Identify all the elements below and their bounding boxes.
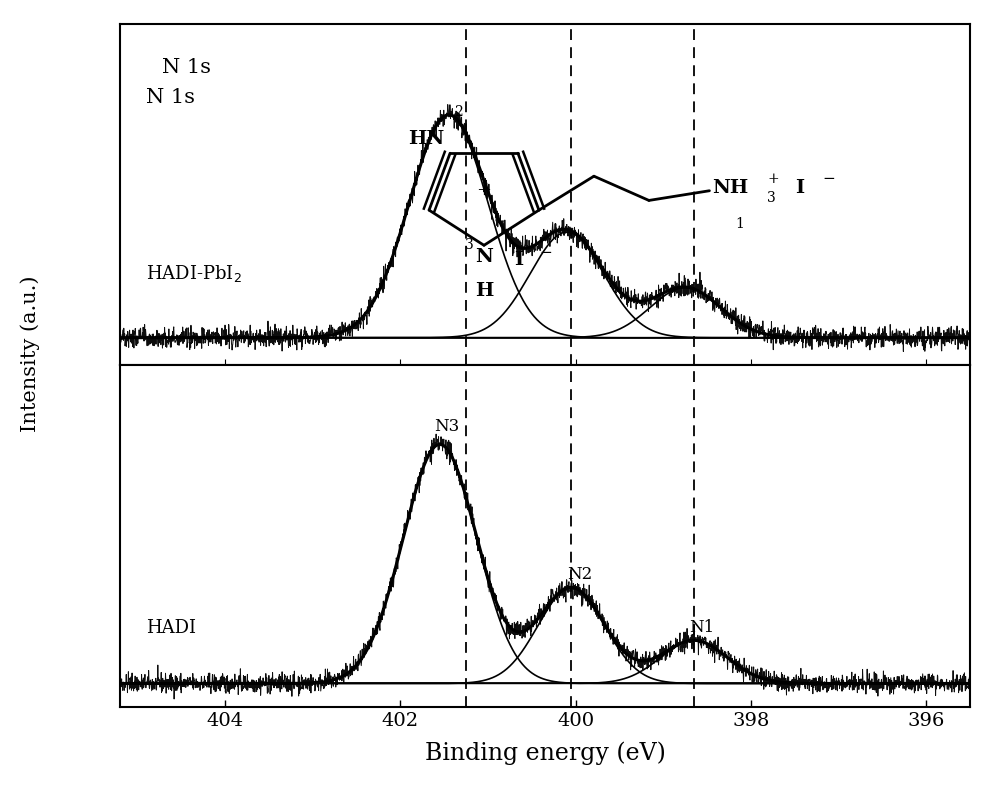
Text: HADI-PbI$_2$: HADI-PbI$_2$: [146, 263, 242, 285]
Text: −: −: [539, 245, 552, 259]
Text: I: I: [514, 251, 523, 269]
Text: +: +: [477, 181, 492, 199]
Text: HADI: HADI: [146, 619, 196, 637]
Text: N2: N2: [567, 566, 592, 583]
Text: 2: 2: [454, 105, 463, 119]
Text: 1: 1: [735, 218, 744, 231]
Text: N1: N1: [690, 619, 715, 636]
Text: 3: 3: [767, 191, 776, 205]
Text: 3: 3: [465, 238, 474, 252]
Text: N3: N3: [434, 418, 459, 435]
Text: I: I: [795, 179, 804, 197]
Text: −: −: [822, 171, 835, 185]
Text: +: +: [767, 171, 779, 185]
Text: HN: HN: [408, 130, 445, 149]
Text: N 1s: N 1s: [146, 87, 195, 107]
Text: H: H: [475, 281, 493, 299]
Text: Intensity (a.u.): Intensity (a.u.): [20, 275, 40, 432]
X-axis label: Binding energy (eV): Binding energy (eV): [425, 741, 665, 765]
Text: N: N: [475, 248, 493, 266]
Text: NH: NH: [712, 179, 748, 197]
Text: N 1s: N 1s: [162, 57, 212, 77]
